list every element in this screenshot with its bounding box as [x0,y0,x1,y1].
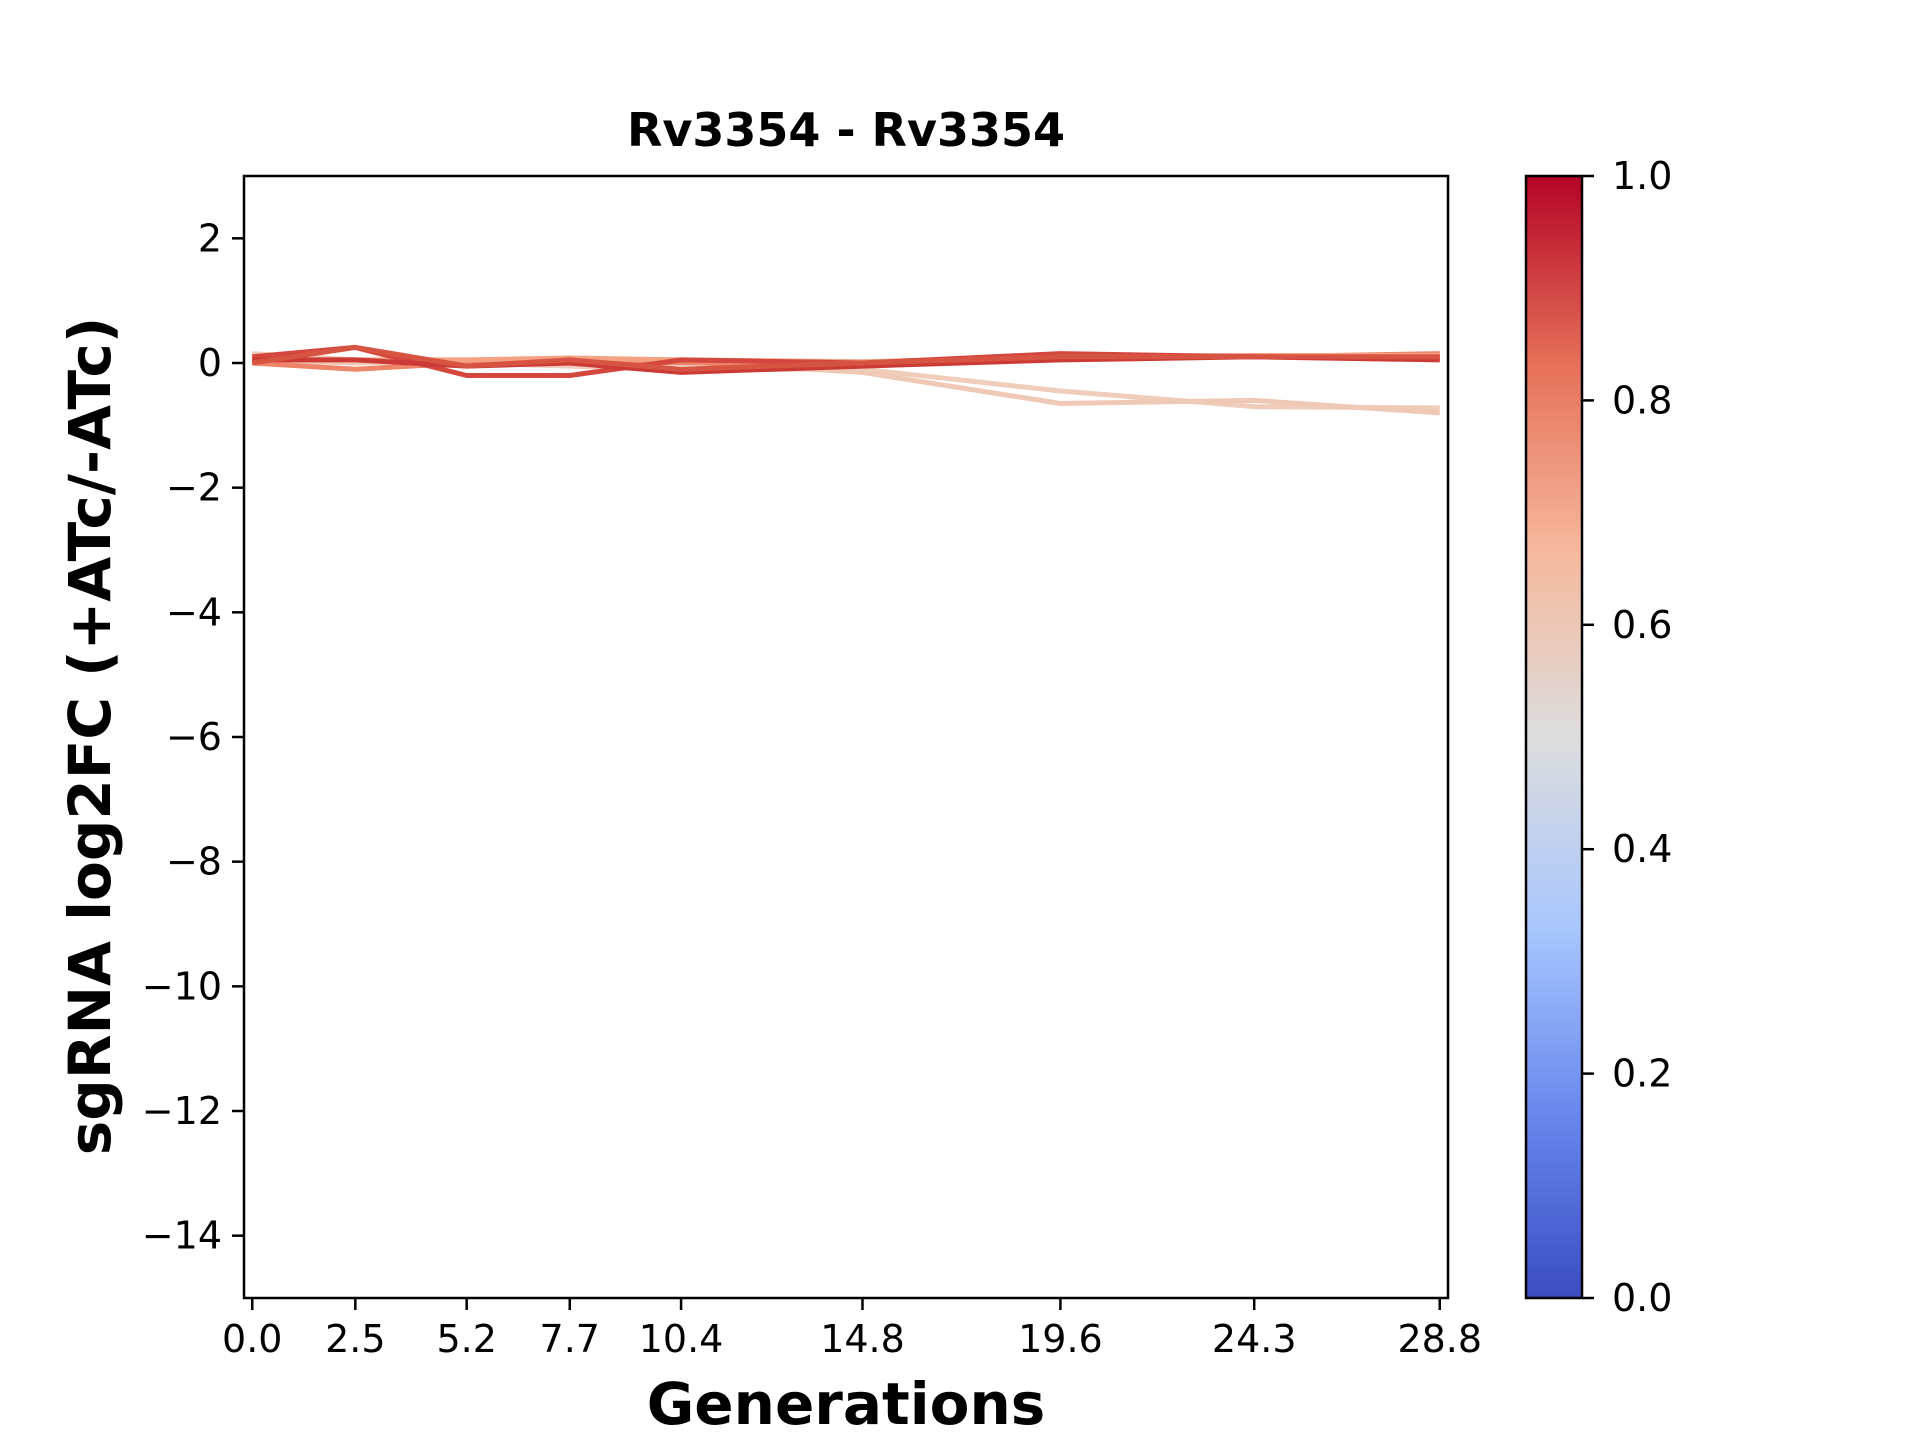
y-tick-label: −10 [142,964,222,1008]
x-tick-label: 19.6 [1018,1317,1103,1361]
y-tick-label: −14 [142,1214,222,1258]
y-axis-label: sgRNA log2FC (+ATc/-ATc) [56,317,124,1155]
colorbar-tick-label: 1.0 [1612,154,1672,198]
x-tick-label: 5.2 [436,1317,496,1361]
y-tick-label: −2 [166,466,222,510]
x-tick-label: 10.4 [639,1317,724,1361]
y-tick-label: 0 [198,341,222,385]
x-tick-label: 7.7 [540,1317,600,1361]
x-tick-label: 2.5 [325,1317,385,1361]
y-tick-label: −6 [166,715,222,759]
colorbar-tick-label: 0.2 [1612,1052,1672,1096]
colorbar-tick-label: 0.6 [1612,603,1672,647]
series-line-6 [251,344,1440,372]
chart-title: Rv3354 - Rv3354 [627,103,1065,157]
colorbar-tick-label: 0.8 [1612,378,1672,422]
y-tick-label: −8 [166,840,222,884]
colorbar: 0.0 0.2 0.4 0.6 0.8 1.0 [1524,154,1672,1320]
y-tick-label: 2 [198,216,222,260]
y-tick-label: −4 [166,590,222,634]
x-tick-label: 14.8 [820,1317,905,1361]
colorbar-gradient [1524,174,1584,1300]
plot-area: 0.0 2.5 5.2 7.7 10.4 14.8 19.6 24.3 28.8 2 0 −2 −4 −6… [142,174,1482,1361]
y-tick-label: −12 [142,1089,222,1133]
x-axis-label: Generations [647,1370,1046,1438]
x-tick-label: 0.0 [222,1317,282,1361]
plot-frame [242,174,1450,1300]
x-tick-label: 28.8 [1397,1317,1482,1361]
colorbar-tick-label: 0.0 [1612,1276,1672,1320]
colorbar-tick-label: 0.4 [1612,827,1672,871]
x-tick-label: 24.3 [1212,1317,1297,1361]
